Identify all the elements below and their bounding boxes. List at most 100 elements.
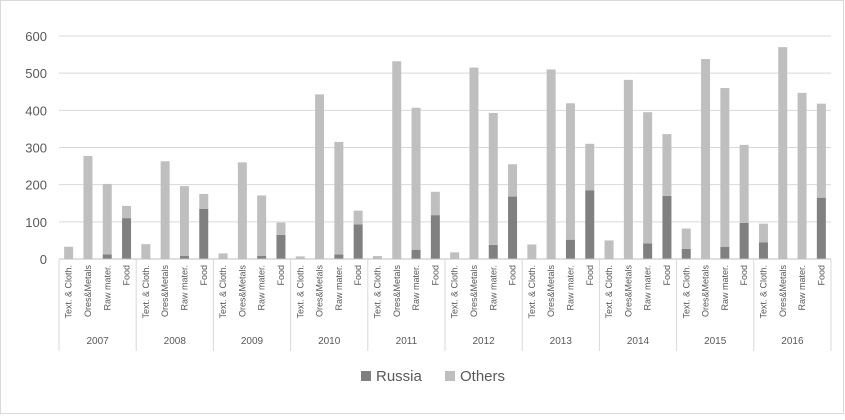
x-category-label: Food	[430, 265, 440, 286]
x-category-label: Raw mater.	[797, 265, 807, 311]
x-category-label: Raw mater.	[643, 265, 653, 311]
bar-segment-russia	[179, 256, 189, 259]
x-year-label: 2011	[396, 336, 418, 347]
bar-segment-russia	[411, 249, 421, 259]
x-category-label: Raw mater.	[102, 265, 112, 311]
gridlines	[59, 35, 831, 223]
x-category-label: Text. & Cloth.	[64, 265, 74, 319]
x-year-label: 2007	[86, 336, 109, 347]
bar-segment-others	[64, 246, 74, 259]
x-category-label: Food	[816, 265, 826, 286]
bar-segment-others	[160, 161, 170, 259]
bar-segment-others	[199, 193, 209, 209]
bar-segment-others	[257, 195, 267, 257]
bar-segment-others	[508, 164, 518, 197]
bar-segment-others	[585, 143, 595, 191]
x-category-label: Raw mater.	[411, 265, 421, 311]
bar-segment-others	[276, 222, 286, 235]
bar-segment-others	[295, 256, 305, 259]
bar-segment-russia	[720, 246, 730, 259]
x-category-label: Raw mater.	[334, 265, 344, 311]
bar-segment-others	[797, 92, 807, 260]
bar-segment-russia	[257, 256, 267, 259]
y-tick-label: 600	[25, 29, 47, 44]
bar-segment-others	[816, 103, 826, 198]
x-category-label: Text. & Cloth.	[141, 265, 151, 319]
bar-segment-russia	[353, 224, 363, 259]
y-tick-label: 200	[25, 178, 47, 193]
bar-segment-russia	[565, 239, 575, 259]
x-category-label: Ores&Metals	[237, 265, 247, 318]
bar-segment-russia	[334, 254, 344, 259]
x-category-label: Raw mater.	[488, 265, 498, 311]
x-year-label: 2013	[550, 336, 573, 347]
x-category-label: Food	[122, 265, 132, 286]
x-year-label: 2016	[781, 336, 804, 347]
x-category-label: Raw mater.	[720, 265, 730, 311]
legend-swatch-others	[445, 371, 455, 381]
bar-segment-russia	[508, 196, 518, 259]
bar-segment-others	[122, 205, 132, 219]
x-category-label: Text. & Cloth.	[758, 265, 768, 319]
x-category-label: Food	[276, 265, 286, 286]
x-category-label: Food	[739, 265, 749, 286]
bar-segment-russia	[585, 190, 595, 259]
bar-segment-others	[179, 186, 189, 257]
legend-label-others: Others	[460, 368, 505, 385]
bar-segment-others	[778, 47, 788, 260]
bar-segment-others	[527, 244, 537, 259]
y-tick-label: 300	[25, 141, 47, 156]
bar-segment-others	[720, 88, 730, 247]
x-year-label: 2014	[627, 336, 650, 347]
bar-segment-russia	[430, 215, 440, 259]
x-category-label: Food	[662, 265, 672, 286]
bar-segment-others	[353, 210, 363, 225]
y-axis-ticks: 0 100 200 300 400 500 600	[25, 29, 47, 267]
legend-label-russia: Russia	[376, 368, 423, 385]
bar-segment-others	[141, 244, 151, 259]
bar-segment-others	[315, 94, 325, 259]
x-category-label: Text. & Cloth.	[604, 265, 614, 319]
bar-segment-others	[411, 107, 421, 250]
bar-segment-russia	[681, 248, 691, 259]
bar-segment-others	[758, 223, 768, 243]
x-year-label: 2012	[472, 336, 495, 347]
bar-segment-russia	[662, 195, 672, 259]
bar-segment-others	[334, 141, 344, 255]
x-axis-labels: Text. & Cloth. Ores&Metals Raw mater. Food 2…	[64, 265, 827, 347]
bar-segment-others	[546, 69, 556, 259]
x-axis	[58, 258, 832, 351]
bar-segment-russia	[122, 218, 132, 259]
x-category-label: Raw mater.	[257, 265, 267, 311]
bar-segment-others	[102, 183, 112, 255]
x-year-label: 2009	[241, 336, 264, 347]
x-category-label: Text. & Cloth.	[295, 265, 305, 319]
x-category-label: Ores&Metals	[315, 265, 325, 318]
bar-segment-russia	[739, 222, 749, 259]
bar-segment-others	[218, 253, 228, 259]
bar-segment-others	[681, 228, 691, 249]
bars	[64, 47, 826, 260]
x-category-label: Raw mater.	[565, 265, 575, 311]
x-category-label: Raw mater.	[179, 265, 189, 311]
x-category-label: Food	[508, 265, 518, 286]
bar-segment-others	[739, 144, 749, 223]
y-tick-label: 0	[40, 252, 47, 267]
legend: Russia Others	[361, 368, 505, 385]
x-category-label: Ores&Metals	[392, 265, 402, 318]
legend-swatch-russia	[361, 371, 371, 381]
x-category-label: Ores&Metals	[469, 265, 479, 318]
bar-segment-others	[565, 103, 575, 240]
x-category-label: Ores&Metals	[701, 265, 711, 318]
y-tick-label: 500	[25, 66, 47, 81]
x-category-label: Ores&Metals	[546, 265, 556, 318]
bar-segment-others	[488, 112, 498, 245]
bar-segment-russia	[276, 234, 286, 259]
x-category-label: Ores&Metals	[623, 265, 633, 318]
x-category-label: Food	[199, 265, 209, 286]
x-category-label: Text. & Cloth.	[527, 265, 537, 319]
x-category-label: Text. & Cloth.	[681, 265, 691, 319]
bar-segment-others	[450, 252, 460, 259]
